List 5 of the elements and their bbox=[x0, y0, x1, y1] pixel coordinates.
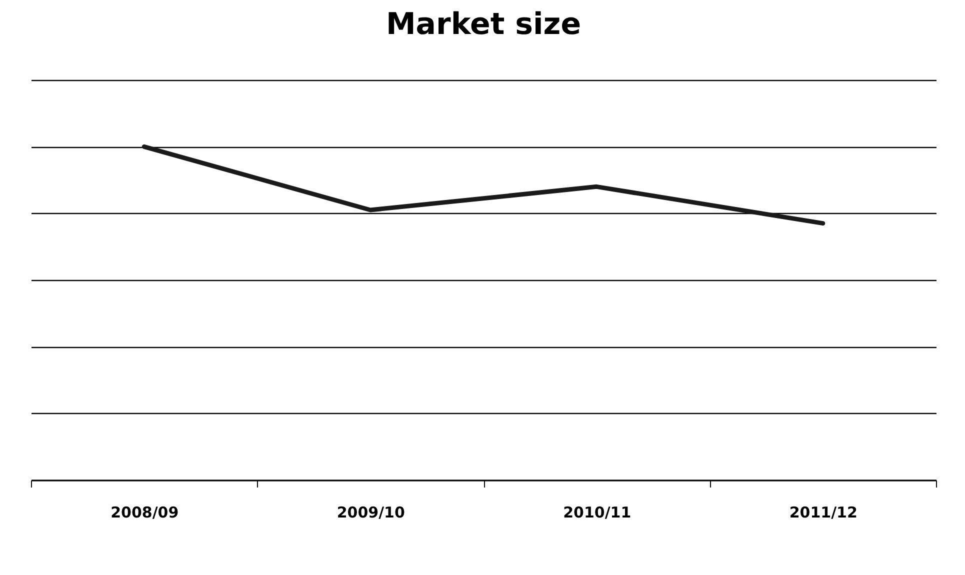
x-tick-label: 2009/10 bbox=[336, 504, 405, 522]
x-tick-label: 2008/09 bbox=[110, 504, 179, 522]
chart-title: Market size bbox=[386, 7, 582, 42]
x-tick-label: 2010/11 bbox=[563, 504, 632, 522]
x-tick-label: 2011/12 bbox=[789, 504, 858, 522]
